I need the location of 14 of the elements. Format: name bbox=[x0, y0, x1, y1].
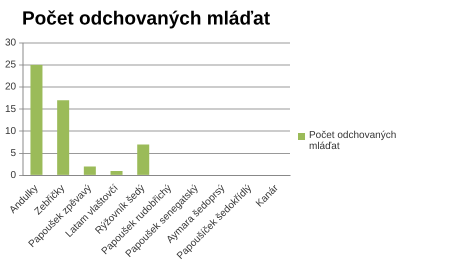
y-tick-label: 30 bbox=[5, 38, 17, 49]
bar bbox=[110, 170, 123, 175]
y-tick-label: 0 bbox=[10, 170, 17, 182]
bar bbox=[57, 100, 70, 175]
legend-label: Počet odchovaných mláďat bbox=[309, 130, 398, 152]
bar bbox=[137, 144, 150, 175]
bar bbox=[84, 166, 96, 175]
y-tick-label: 25 bbox=[5, 60, 17, 71]
y-tick-label: 20 bbox=[5, 82, 17, 93]
chart-title: Počet odchovaných mláďat bbox=[22, 8, 271, 30]
y-tick-label: 15 bbox=[5, 104, 17, 115]
bar bbox=[30, 64, 42, 175]
y-tick-label: 10 bbox=[5, 126, 17, 137]
y-tick-label: 5 bbox=[10, 148, 17, 160]
